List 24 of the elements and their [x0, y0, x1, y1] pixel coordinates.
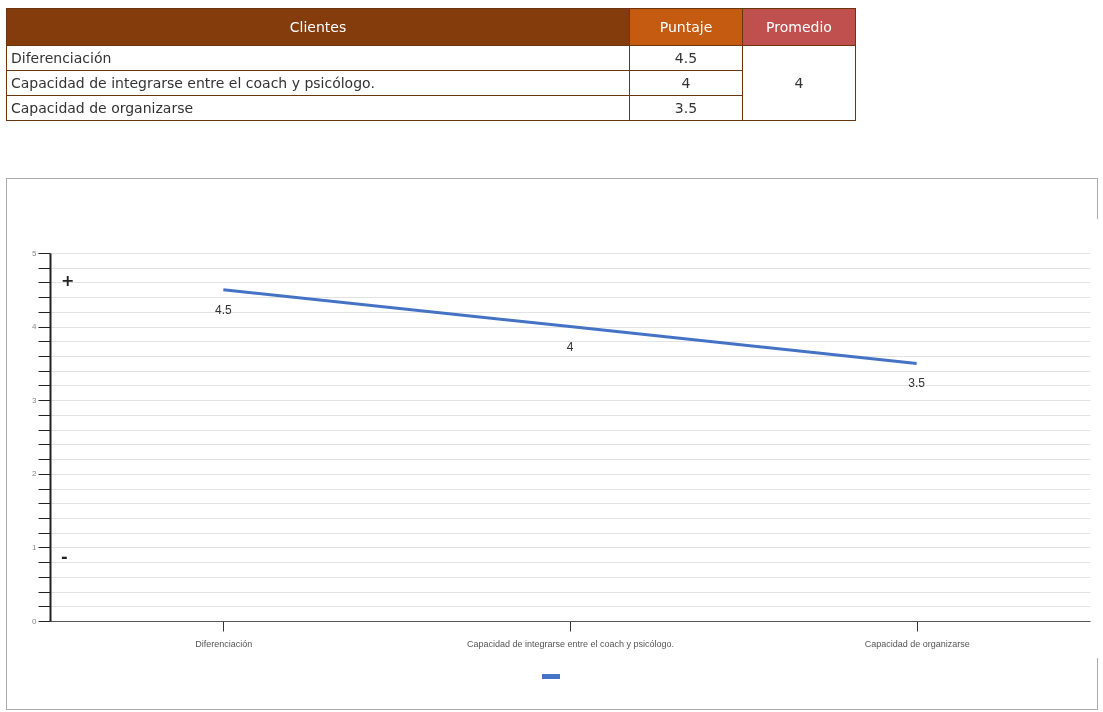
y-tick-label: 5 [32, 248, 38, 258]
data-label: 4 [629, 70, 743, 96]
y-tick-label: 3 [32, 395, 38, 405]
x-tick-label: Capacidad de organizarse [864, 638, 970, 649]
category-label: 4 [794, 75, 804, 91]
x-tick-label: Diferenciación [195, 638, 253, 649]
text: Puntaje [629, 8, 743, 46]
annotation: - [61, 547, 68, 566]
y-tick-label: 1 [32, 542, 38, 552]
category-label: Diferenciación [6, 45, 630, 71]
x-tick-label: Capacidad de integrarse entre el coach y psicólogo. [466, 638, 675, 649]
text: Clientes [6, 8, 630, 46]
data-label: 4.5 [629, 45, 743, 71]
text: Promedio [742, 8, 856, 46]
data-label: 4 [566, 339, 574, 354]
category-label: Capacidad de integrarse entre el coach y psicólogo. [6, 70, 630, 96]
category-label: Capacidad de organizarse [6, 95, 630, 121]
y-tick-label: 2 [32, 469, 38, 479]
annotation: + [61, 271, 75, 290]
y-tick-label: 4 [32, 322, 38, 332]
y-tick-label: 0 [32, 616, 38, 626]
data-label: 4.5 [214, 302, 232, 317]
data-label: 3.5 [629, 95, 743, 121]
data-label: 3.5 [908, 376, 926, 391]
